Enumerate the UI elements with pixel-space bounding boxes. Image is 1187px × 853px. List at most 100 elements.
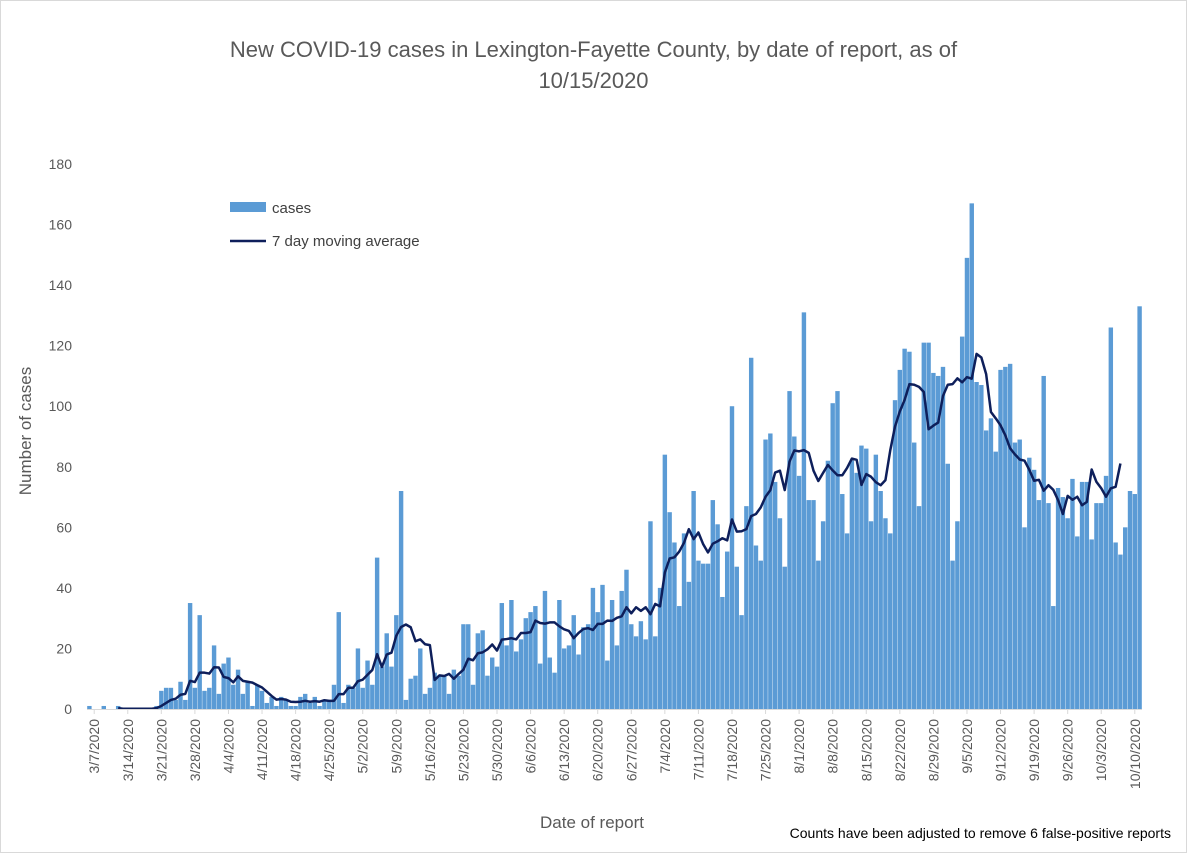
bar-cases <box>331 684 337 709</box>
legend-label-cases: cases <box>272 200 311 217</box>
bar-cases <box>283 699 289 709</box>
bar-cases <box>509 600 514 709</box>
x-tick-label: 5/2/2020 <box>355 719 371 774</box>
x-tick-label: 5/9/2020 <box>388 719 404 774</box>
bar-cases <box>935 375 941 709</box>
bar-cases <box>763 439 768 709</box>
bar-cases <box>844 533 850 709</box>
bar-cases <box>350 687 356 709</box>
bar-cases <box>494 666 500 709</box>
bar-cases <box>912 442 917 709</box>
bar-cases <box>974 382 979 709</box>
bar-cases <box>259 690 265 709</box>
chart-title: New COVID-19 cases in Lexington-Fayette … <box>229 37 958 93</box>
bar-cases <box>341 702 346 709</box>
bar-cases <box>274 705 279 709</box>
bar-cases <box>235 669 241 709</box>
bar-cases <box>600 584 605 709</box>
bar-cases <box>255 684 260 709</box>
bar-cases <box>403 699 409 709</box>
x-tick-label: 6/27/2020 <box>623 719 639 781</box>
bar-cases <box>729 406 735 709</box>
bar-cases <box>859 445 864 709</box>
y-tick-label: 180 <box>49 156 73 172</box>
bar-cases <box>681 533 687 709</box>
bar-cases <box>518 639 524 709</box>
bar-cases <box>993 451 998 709</box>
bar-cases <box>437 675 442 709</box>
bar-cases <box>389 666 394 709</box>
bar-cases <box>557 600 562 709</box>
bar-cases <box>1027 457 1032 709</box>
bar-cases <box>624 569 629 709</box>
bar-cases <box>365 660 370 709</box>
bar-cases <box>964 257 970 709</box>
bar-cases <box>1103 475 1109 709</box>
bar-cases <box>835 391 840 709</box>
bar-cases <box>528 612 533 709</box>
bar-cases <box>360 687 365 709</box>
bar-cases <box>979 385 984 709</box>
bar-cases <box>269 696 274 709</box>
bar-cases <box>1003 366 1008 709</box>
bar-cases <box>590 587 596 709</box>
bar-cases <box>777 518 783 709</box>
bar-cases <box>394 615 399 709</box>
bar-cases <box>864 448 869 709</box>
bar-cases <box>475 633 481 709</box>
x-tick-label: 7/18/2020 <box>724 719 740 781</box>
bar-cases <box>173 699 178 709</box>
bar-cases <box>87 705 92 709</box>
bar-cases <box>878 491 883 709</box>
bar-cases <box>355 648 361 709</box>
y-tick-label: 120 <box>49 338 73 354</box>
x-tick-label: 8/15/2020 <box>858 719 874 781</box>
legend-label-moving-average: 7 day moving average <box>272 233 420 250</box>
bar-cases <box>346 684 351 709</box>
bar-cases <box>677 606 682 709</box>
bar-cases <box>801 312 807 709</box>
bar-cases <box>595 612 600 709</box>
bar-cases <box>240 693 246 709</box>
bar-cases <box>739 615 744 709</box>
bar-cases <box>581 627 586 709</box>
x-tick-label: 8/8/2020 <box>825 719 841 774</box>
x-tick-label: 3/7/2020 <box>86 719 102 774</box>
bar-cases <box>168 687 174 709</box>
x-tick-label: 8/1/2020 <box>791 719 807 774</box>
bar-cases <box>1036 500 1042 709</box>
bar-cases <box>724 551 730 709</box>
bar-cases <box>1127 491 1133 709</box>
bar-cases <box>485 675 490 709</box>
bar-cases <box>317 705 322 709</box>
bar-cases <box>643 639 648 709</box>
bar-cases <box>926 342 931 709</box>
bar-cases <box>187 603 193 709</box>
bar-cases <box>226 657 231 709</box>
bar-cases <box>1007 363 1013 709</box>
line-layer <box>118 352 1122 710</box>
bar-cases <box>585 624 591 709</box>
x-tick-label: 10/3/2020 <box>1093 719 1109 781</box>
bar-cases <box>571 615 576 709</box>
bar-cases <box>250 705 255 709</box>
bar-cases <box>336 612 341 709</box>
bar-cases <box>816 560 821 709</box>
bar-cases <box>969 203 974 709</box>
bar-cases <box>768 433 773 709</box>
bar-cases <box>701 563 706 709</box>
bar-cases <box>945 463 950 709</box>
x-tick-label: 5/30/2020 <box>489 719 505 781</box>
bar-cases <box>379 666 385 709</box>
bar-cases <box>1132 494 1138 709</box>
bar-cases <box>619 590 624 709</box>
bar-cases <box>552 672 557 709</box>
bar-cases <box>672 542 677 709</box>
bar-cases <box>192 687 198 709</box>
x-tick-label: 8/29/2020 <box>925 719 941 781</box>
y-tick-label: 80 <box>56 459 72 475</box>
bar-cases <box>408 678 413 709</box>
bar-cases <box>1099 503 1104 709</box>
bar-cases <box>830 403 835 709</box>
bar-cases <box>446 693 452 709</box>
